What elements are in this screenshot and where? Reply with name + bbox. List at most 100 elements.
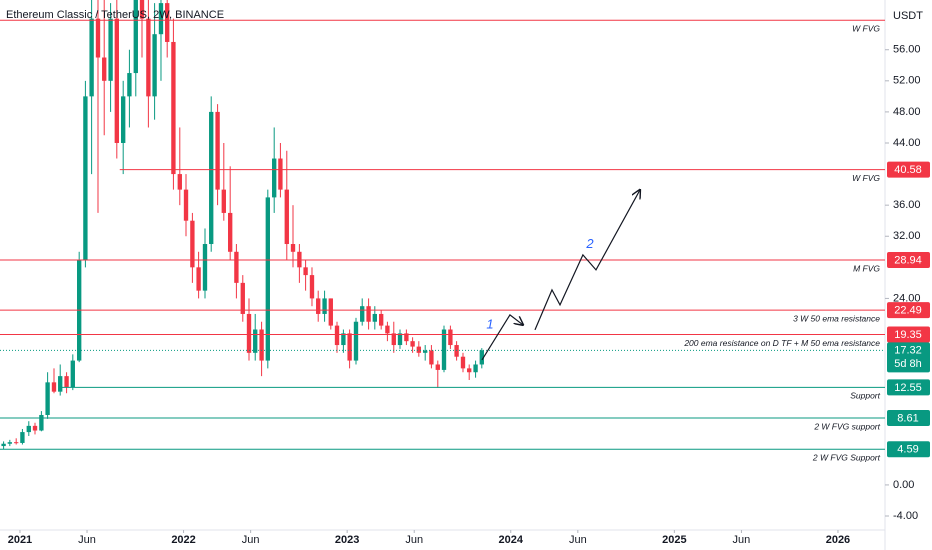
level-label: M FVG [853,263,880,273]
candle-body [64,376,69,388]
candle-body [467,368,472,373]
price-badge-label: 4.59 [897,444,918,456]
price-badge [887,441,930,458]
candle-body [158,3,164,35]
level-label: 2 W FVG Support [812,453,881,463]
level-label: 3 W 50 ema resistance [793,313,880,323]
price-badge-label: 40.58 [894,164,922,176]
y-tick-label: 48.00 [893,106,921,118]
candle-body [133,0,138,74]
candle-body [303,267,308,276]
projection-label: 1 [486,316,493,331]
candle-body [341,333,346,346]
x-tick-label: 2024 [499,534,524,546]
candle-body [51,382,57,392]
level-label: 200 ema resistance on D TF + M 50 ema re… [683,338,880,348]
candle-body [366,306,371,322]
y-tick-label: -4.00 [893,510,918,522]
candle-body [284,189,289,245]
candle-body [441,329,447,370]
candle-body [89,18,94,97]
candle-body [83,96,88,260]
candle-body [26,425,31,433]
x-tick-label: 2021 [8,534,32,546]
candle-body [347,333,352,361]
level-label: Support [850,391,880,401]
candle-body [228,212,233,252]
candle-body [423,350,428,353]
candle-body [102,57,107,81]
candle-body [146,18,151,97]
y-tick-label: 0.00 [893,479,914,491]
level-label: 2 W FVG support [813,421,880,431]
candle-body [114,18,119,143]
level-label: W FVG [852,23,880,33]
price-badge-label: 17.32 [894,345,922,357]
countdown: 5d 8h [894,358,922,370]
chart-title: Ethereum Classic / TetherUS, 2W, BINANCE [6,9,224,21]
price-badge-label: 28.94 [894,254,922,266]
price-badge [887,302,930,319]
candle-body [152,34,157,97]
candle-body [7,442,12,444]
candle-body [322,298,327,314]
price-badge [887,379,930,396]
candle-body [202,244,208,291]
candle-body [416,346,421,353]
projection-path [534,190,640,331]
x-tick-label: 2026 [826,534,850,546]
candle-body [328,298,333,326]
candle-body [139,0,145,19]
x-tick-label: Jun [242,534,260,546]
candle-body [429,350,434,365]
candle-body [272,158,277,198]
projection-path [481,314,523,361]
candle-body [14,442,19,444]
candle-body [309,275,315,299]
price-badge-label: 8.61 [897,412,918,424]
y-tick-label: 24.00 [893,292,921,304]
plot-area [1,0,484,450]
x-tick-label: Jun [733,534,751,546]
price-badge-label: 19.35 [894,329,922,341]
candle-body [177,174,182,190]
candle-body [259,329,264,361]
x-tick-label: Jun [569,534,587,546]
candle-body [265,197,270,361]
candle-body [183,189,189,221]
candle-body [410,341,415,347]
x-tick-label: Jun [405,534,423,546]
candle-body [479,350,484,365]
y-tick-label: 36.00 [893,199,921,211]
candle-body [435,364,440,370]
price-badge-label: 22.49 [894,305,922,317]
candle-body [1,443,6,447]
candle-body [190,220,195,268]
candle-body [360,306,365,322]
x-tick-label: Jun [78,534,96,546]
candle-body [171,41,176,175]
candle-body [39,414,44,431]
candle-body [404,333,409,342]
candle-body [246,313,252,353]
candle-body [196,267,201,291]
candle-body [215,111,220,190]
candle-body [460,356,466,369]
candle-body [316,298,321,314]
x-tick-label: 2025 [662,534,686,546]
projection-label: 2 [585,236,594,251]
candle-body [278,158,283,190]
y-tick-label: 56.00 [893,44,921,56]
candle-body [397,333,403,346]
candle-body [290,244,296,252]
candle-body [45,382,50,415]
price-badge-label: 12.55 [894,382,922,394]
candle-body [454,345,459,357]
level-label: W FVG [852,173,880,183]
x-tick-label: 2022 [171,534,195,546]
candle-body [385,325,390,334]
candle-body [127,73,132,97]
candle-body [20,432,25,443]
y-tick-label: 32.00 [893,230,921,242]
